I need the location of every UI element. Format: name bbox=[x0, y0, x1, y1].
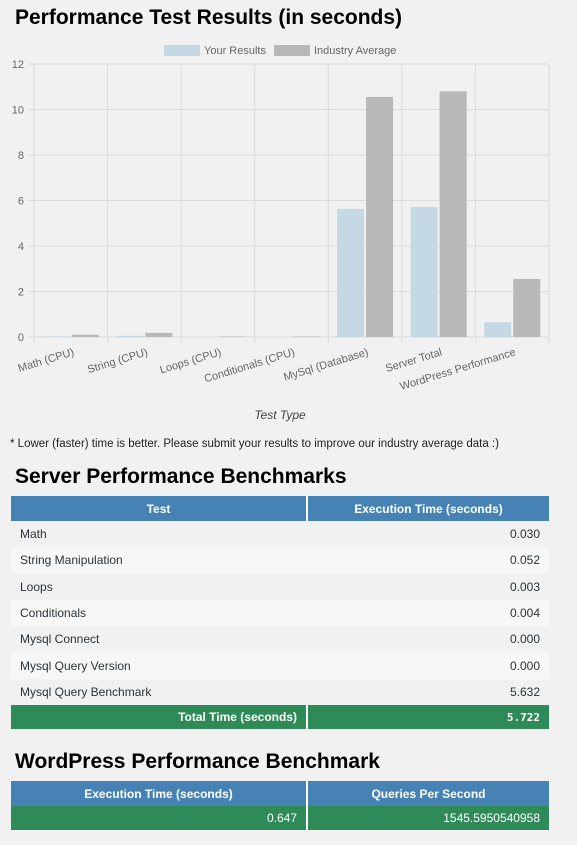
table-row: Mysql Connect 0.000 bbox=[11, 626, 549, 653]
header-queries-per-second: Queries Per Second bbox=[307, 781, 549, 806]
y-tick-label: 4 bbox=[18, 241, 24, 253]
table-row: Math 0.030 bbox=[11, 521, 549, 548]
bar-industry-average bbox=[366, 96, 394, 337]
header-execution-time: Execution Time (seconds) bbox=[307, 496, 549, 521]
total-label: Total Time (seconds) bbox=[11, 705, 308, 730]
y-tick-label: 2 bbox=[18, 287, 24, 299]
y-tick-label: 0 bbox=[18, 332, 24, 344]
execution-time-cell: 0.000 bbox=[307, 652, 549, 679]
header-execution-time: Execution Time (seconds) bbox=[11, 781, 308, 806]
table-row: 0.647 1545.5950540958 bbox=[11, 806, 549, 830]
bar-your-results bbox=[337, 208, 365, 337]
test-name-cell: Mysql Query Benchmark bbox=[11, 678, 307, 706]
header-test: Test bbox=[11, 496, 308, 521]
test-name-cell: Mysql Connect bbox=[11, 626, 307, 653]
execution-time-cell: 5.632 bbox=[307, 678, 549, 706]
chart-note: * Lower (faster) time is better. Please … bbox=[10, 438, 499, 450]
table-row: Mysql Query Version 0.000 bbox=[11, 652, 549, 679]
test-name-cell: Loops bbox=[11, 573, 307, 600]
table-row: Mysql Query Benchmark 5.632 bbox=[11, 678, 549, 706]
x-tick-label: Math (CPU) bbox=[17, 346, 76, 374]
legend-swatch bbox=[274, 45, 310, 56]
server-benchmarks-title: Server Performance Benchmarks bbox=[15, 465, 347, 488]
legend-label: Your Results bbox=[204, 45, 266, 57]
table-header-row: Test Execution Time (seconds) bbox=[11, 496, 549, 521]
table-row: String Manipulation 0.052 bbox=[11, 547, 549, 574]
table-header-row: Execution Time (seconds) Queries Per Sec… bbox=[11, 781, 549, 806]
y-tick-label: 6 bbox=[18, 196, 24, 208]
total-value: 5.722 bbox=[307, 705, 549, 730]
chart-title: Performance Test Results (in seconds) bbox=[15, 6, 403, 29]
execution-time-cell: 0.030 bbox=[307, 521, 549, 548]
y-tick-label: 8 bbox=[18, 150, 24, 162]
bar-your-results bbox=[116, 335, 144, 337]
wp-execution-time-value: 0.647 bbox=[11, 806, 308, 830]
wordpress-benchmark-table: Execution Time (seconds) Queries Per Sec… bbox=[11, 781, 549, 830]
legend-label: Industry Average bbox=[314, 45, 396, 57]
execution-time-cell: 0.052 bbox=[307, 547, 549, 574]
table-row: Conditionals 0.004 bbox=[11, 599, 549, 627]
x-tick-label: MySql (Database) bbox=[282, 346, 370, 383]
bar-industry-average bbox=[71, 334, 99, 337]
execution-time-cell: 0.000 bbox=[307, 626, 549, 653]
bar-industry-average bbox=[439, 91, 467, 337]
test-name-cell: Conditionals bbox=[11, 599, 307, 627]
legend-swatch bbox=[164, 45, 200, 56]
bar-your-results bbox=[484, 322, 512, 337]
performance-chart: 0 2 4 6 8 10 12 Math (CPU) String (CPU) Loops (CP… bbox=[0, 36, 577, 426]
test-name-cell: Mysql Query Version bbox=[11, 652, 307, 679]
x-axis-title: Test Type bbox=[254, 408, 306, 422]
execution-time-cell: 0.004 bbox=[307, 599, 549, 627]
table-row: Loops 0.003 bbox=[11, 573, 549, 600]
bar-your-results bbox=[42, 336, 70, 337]
test-name-cell: Math bbox=[11, 521, 307, 548]
wp-queries-per-second-value: 1545.5950540958 bbox=[307, 806, 549, 830]
x-tick-label: String (CPU) bbox=[86, 346, 149, 376]
bar-industry-average bbox=[513, 278, 541, 337]
bar-industry-average bbox=[145, 332, 173, 337]
execution-time-cell: 0.003 bbox=[307, 573, 549, 600]
bar-your-results bbox=[410, 206, 438, 337]
test-name-cell: String Manipulation bbox=[11, 547, 307, 574]
total-row: Total Time (seconds) 5.722 bbox=[11, 705, 549, 730]
y-tick-label: 10 bbox=[12, 105, 24, 117]
server-benchmarks-table: Test Execution Time (seconds) Math 0.030 S… bbox=[11, 496, 549, 730]
y-tick-label: 12 bbox=[12, 59, 24, 71]
wordpress-benchmark-title: WordPress Performance Benchmark bbox=[15, 750, 380, 773]
